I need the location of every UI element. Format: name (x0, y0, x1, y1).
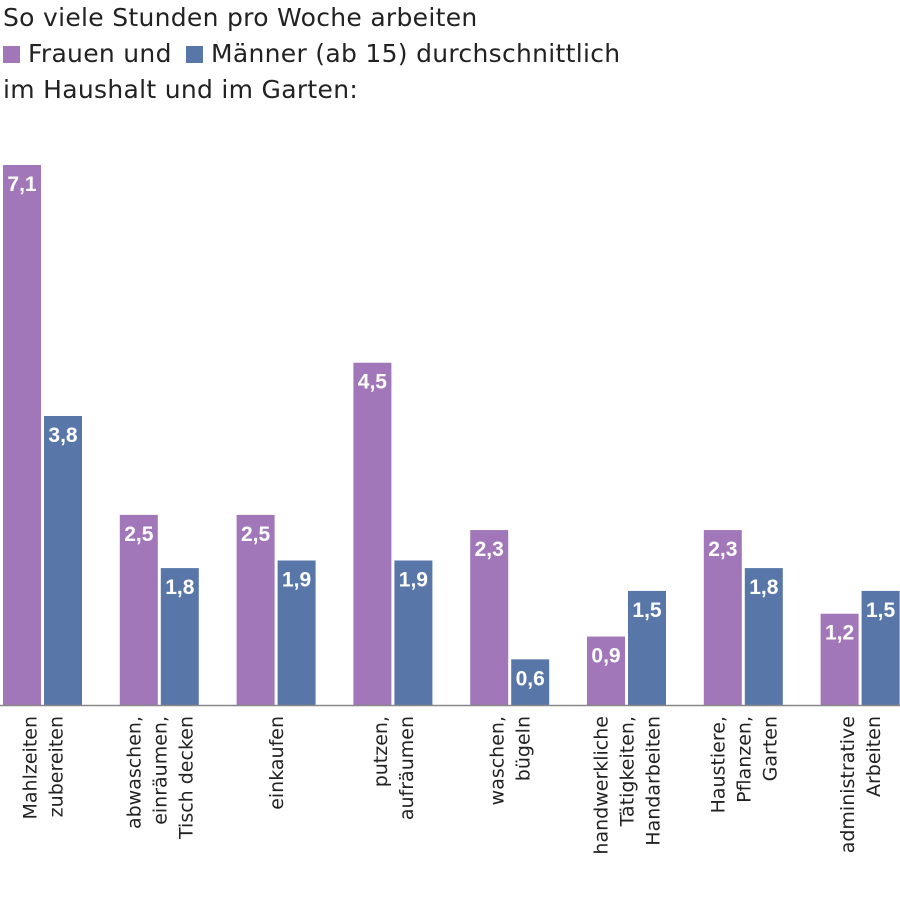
category-label: Haustiere, (707, 716, 729, 813)
bar-männer (628, 590, 666, 705)
bar-männer (861, 590, 900, 705)
category-label: Garten (759, 716, 781, 781)
category-label: waschen, (487, 716, 509, 805)
data-label: 7,1 (7, 173, 37, 196)
bar-frauen (703, 530, 742, 705)
legend-swatch-men (186, 46, 203, 63)
category-label: Tätigkeiten, (617, 716, 639, 827)
category-label: administrative (837, 716, 859, 853)
title-line-1: So viele Stunden pro Woche arbeiten (3, 3, 478, 32)
data-label: 2,3 (708, 538, 737, 561)
bar-männer (744, 568, 783, 705)
bar-frauen (236, 514, 275, 705)
category-label: aufräumen (396, 716, 418, 820)
data-label: 1,5 (632, 599, 662, 622)
bar-frauen (119, 514, 158, 705)
data-label: 2,3 (475, 538, 504, 561)
bar-frauen (3, 165, 41, 705)
title-line-3: im Haushalt und im Garten: (3, 75, 359, 104)
category-label: einkaufen (266, 716, 288, 810)
category-label: Arbeiten (863, 716, 885, 797)
category-label: zubereiten (46, 716, 68, 817)
data-label: 0,9 (591, 645, 620, 668)
legend: Frauen und Männer (ab 15) durchschnittli… (3, 36, 620, 72)
data-label: 1,8 (749, 576, 779, 599)
data-label: 2,5 (241, 523, 271, 546)
category-label: putzen, (370, 716, 392, 787)
data-label: 1,9 (399, 568, 428, 591)
category-label: bügeln (513, 716, 535, 781)
bar-männer (44, 415, 82, 705)
data-label: 4,5 (358, 371, 388, 394)
data-label: 0,6 (516, 667, 545, 690)
data-label: 3,8 (48, 424, 78, 447)
category-label: Pflanzen, (733, 716, 755, 803)
bar-männer (277, 560, 316, 705)
bar-männer (394, 560, 433, 705)
legend-swatch-women (3, 46, 20, 63)
category-label: Tisch decken (175, 716, 197, 840)
legend-women: Frauen und (28, 39, 172, 68)
data-label: 1,8 (165, 576, 195, 599)
category-label: abwaschen, (123, 716, 145, 829)
data-label: 2,5 (124, 523, 154, 546)
bar-männer (511, 659, 550, 705)
bar-männer (160, 568, 199, 705)
bar-frauen (587, 636, 625, 705)
category-label: handwerkliche (591, 716, 613, 855)
chart-title: So viele Stunden pro Woche arbeiten Frau… (3, 0, 620, 108)
data-label: 1,2 (825, 622, 854, 645)
category-label: Mahlzeiten (20, 716, 42, 819)
category-label: Handarbeiten (643, 716, 665, 846)
bar-frauen (470, 530, 509, 705)
legend-men: Männer (ab 15) durchschnittlich (211, 39, 621, 68)
bar-frauen (820, 613, 859, 705)
data-label: 1,5 (866, 599, 896, 622)
category-label: einräumen, (149, 716, 171, 825)
bar-frauen (353, 362, 392, 705)
data-label: 1,9 (282, 568, 311, 591)
